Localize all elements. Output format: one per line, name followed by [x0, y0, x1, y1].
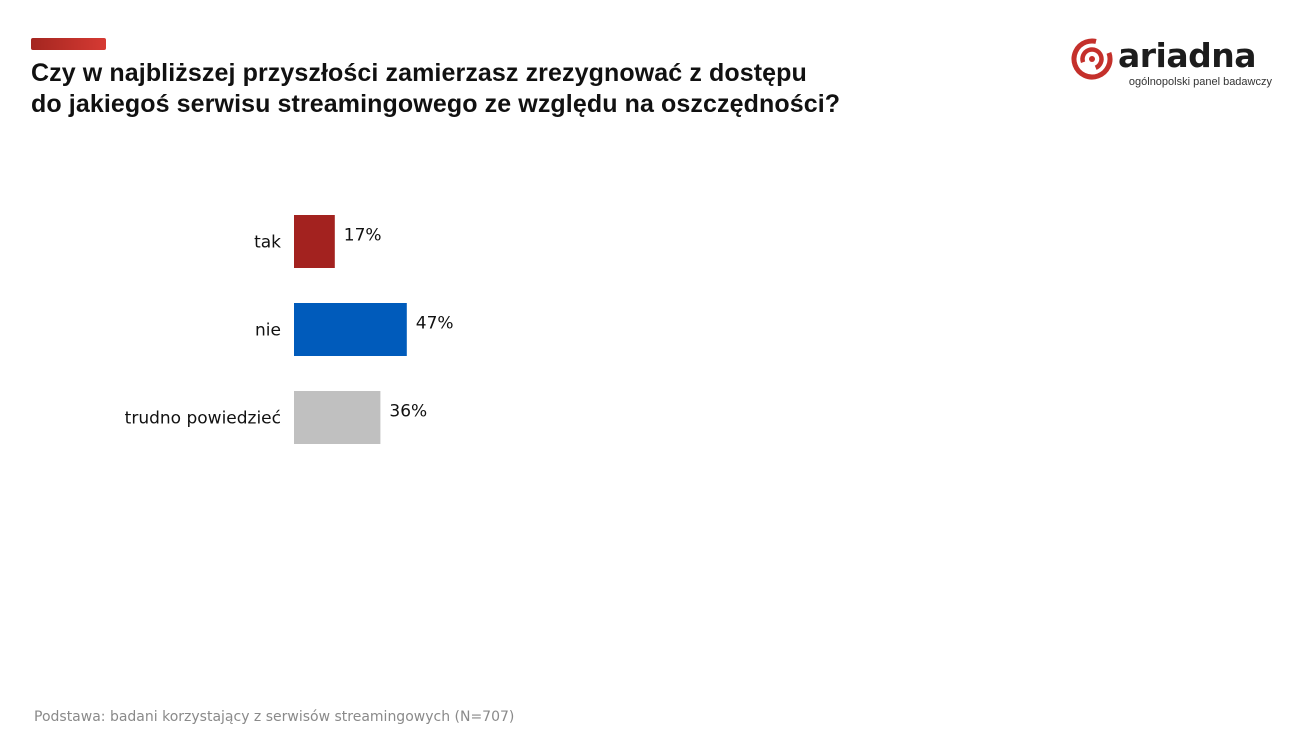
title-accent-bar [31, 38, 106, 50]
bar-tak [294, 215, 335, 268]
ariadna-spiral-icon [1071, 38, 1113, 80]
logo-tagline: ogólnopolski panel badawczy [1128, 76, 1272, 88]
chart-title-line-2: do jakiegoś serwisu streamingowego ze wz… [31, 90, 841, 118]
value-label-tak: 17% [344, 226, 382, 246]
logo-wordmark: ariadna [1118, 36, 1257, 75]
chart-title: Czy w najbliższej przyszłości zamierzasz… [31, 58, 1031, 120]
base-footnote: Podstawa: badani korzystający z serwisów… [34, 709, 515, 725]
value-label-trudno-powiedziec: 36% [389, 402, 427, 422]
value-label-nie: 47% [416, 314, 454, 334]
category-label-trudno-powiedziec: trudno powiedzieć [125, 409, 281, 429]
chart-title-line-1: Czy w najbliższej przyszłości zamierzasz… [31, 59, 807, 87]
ariadna-logo: ariadna ogólnopolski panel badawczy [1070, 36, 1280, 96]
bar-nie [294, 303, 407, 356]
category-label-tak: tak [254, 233, 281, 253]
bar-trudno-powiedziec [294, 391, 381, 444]
category-label-nie: nie [255, 321, 281, 341]
